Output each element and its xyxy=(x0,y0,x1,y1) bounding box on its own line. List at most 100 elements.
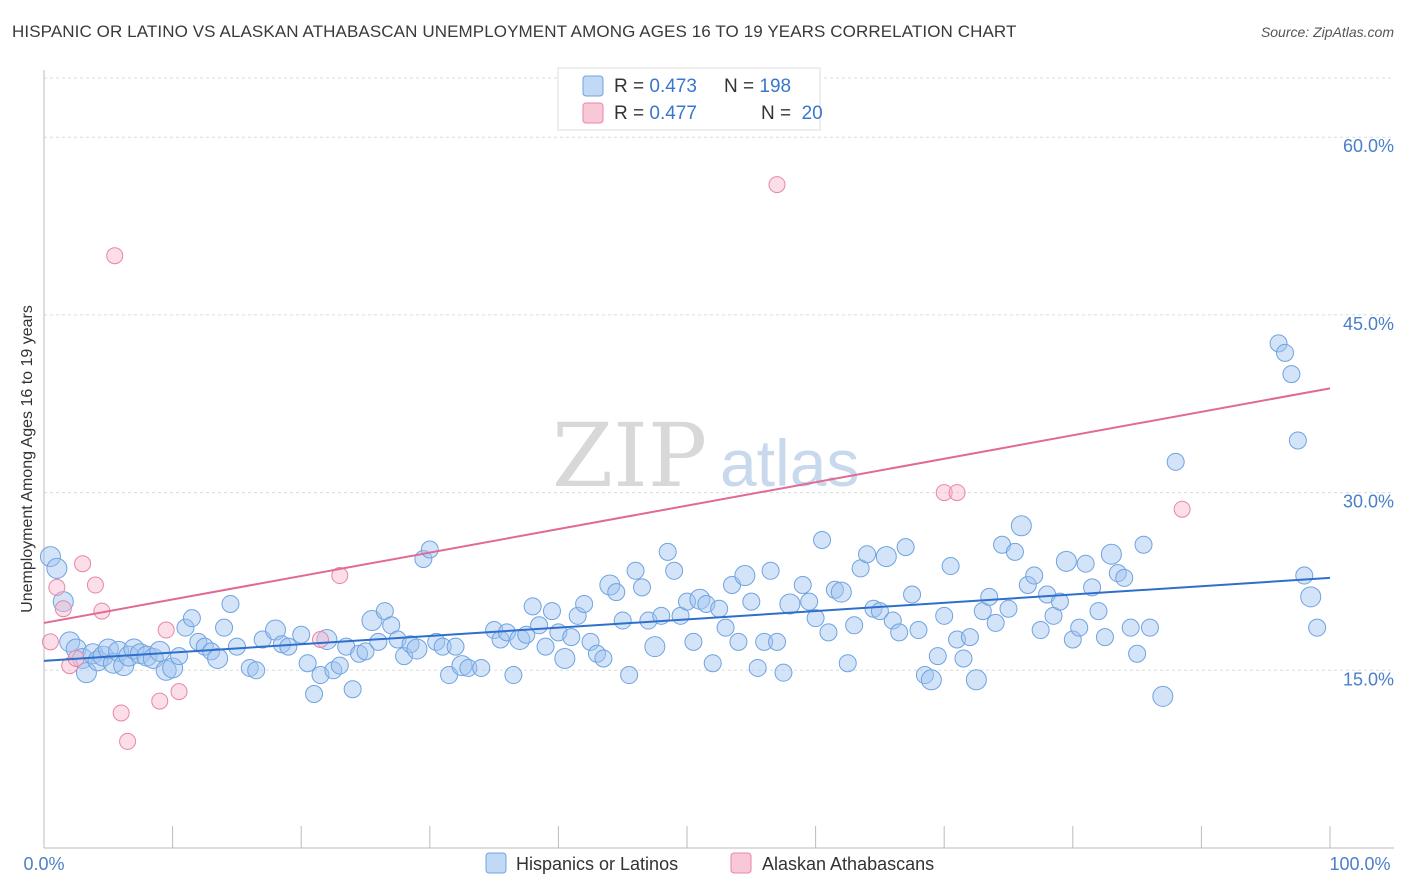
point-hispanics xyxy=(343,680,362,699)
stats-legend-row-blue: R = 0.473 xyxy=(614,76,697,97)
point-hispanics xyxy=(875,546,897,568)
point-hispanics xyxy=(1288,431,1307,450)
point-hispanics xyxy=(644,636,666,658)
point-hispanics xyxy=(734,565,756,587)
point-hispanics xyxy=(356,642,375,661)
point-hispanics xyxy=(806,609,825,628)
point-hispanics xyxy=(710,599,729,618)
y-axis-label: Unemployment Among Ages 16 to 19 years xyxy=(19,305,36,613)
point-athabascans xyxy=(1173,500,1191,518)
point-hispanics xyxy=(459,658,478,677)
point-hispanics xyxy=(451,655,473,677)
point-hispanics xyxy=(1295,566,1314,585)
point-hispanics xyxy=(768,632,787,651)
stats-legend: R = 0.473 N = 198 R = 0.477 N = 20 xyxy=(557,67,849,131)
point-hispanics xyxy=(446,637,465,656)
point-hispanics xyxy=(581,632,600,651)
stats-legend-n-blue: N = 198 xyxy=(724,76,791,97)
point-athabascans xyxy=(768,176,786,194)
point-hispanics xyxy=(1070,618,1089,637)
point-hispanics xyxy=(1100,543,1122,565)
point-hispanics xyxy=(568,606,587,625)
point-hispanics xyxy=(1134,535,1153,554)
point-hispanics xyxy=(1050,592,1069,611)
point-hispanics xyxy=(395,647,414,666)
point-hispanics xyxy=(102,652,124,674)
point-hispanics xyxy=(830,581,852,603)
point-hispanics xyxy=(292,625,311,644)
point-hispanics xyxy=(813,531,832,549)
point-hispanics xyxy=(264,619,286,641)
series-hispanics-points xyxy=(39,334,1327,707)
stats-legend-swatch-blue xyxy=(582,75,604,97)
grid-lines xyxy=(44,77,1394,671)
point-hispanics xyxy=(247,661,266,680)
point-hispanics xyxy=(305,685,324,703)
r-value-pink: 0.477 xyxy=(649,103,697,124)
point-hispanics xyxy=(779,593,801,615)
n-label-pink: N = xyxy=(761,103,796,124)
point-hispanics xyxy=(530,616,549,635)
point-hispanics xyxy=(858,545,877,564)
x-tick-label-min: 0.0% xyxy=(23,854,64,874)
point-hispanics xyxy=(845,616,864,635)
point-hispanics xyxy=(227,637,246,656)
point-hispanics xyxy=(361,610,383,632)
point-hispanics xyxy=(162,657,184,679)
point-hispanics xyxy=(149,640,171,662)
y-tick-label: 45.0% xyxy=(1343,314,1394,334)
point-hispanics xyxy=(613,611,632,630)
point-hispanics xyxy=(433,637,452,656)
axes xyxy=(43,70,1394,849)
point-athabascans xyxy=(331,567,349,585)
point-hispanics xyxy=(1063,630,1082,649)
point-hispanics xyxy=(954,649,973,668)
trend-line-athabascans xyxy=(43,387,1331,624)
source-label: Source: ZipAtlas.com xyxy=(1260,24,1394,40)
point-hispanics xyxy=(170,647,189,666)
point-hispanics xyxy=(620,666,639,685)
point-hispanics xyxy=(1166,452,1185,471)
legend-label-athabascans: Alaskan Athabascans xyxy=(762,854,934,874)
stats-legend-row-pink: R = 0.477 xyxy=(614,103,697,124)
point-hispanics xyxy=(774,663,793,682)
point-hispanics xyxy=(1055,550,1077,572)
n-label-blue: N = xyxy=(724,76,759,97)
point-hispanics xyxy=(632,578,651,597)
point-athabascans xyxy=(157,621,175,639)
point-hispanics xyxy=(684,632,703,651)
point-hispanics xyxy=(607,583,626,602)
point-athabascans xyxy=(41,633,59,651)
point-hispanics xyxy=(703,654,722,673)
r-label-pink: R = xyxy=(614,103,649,124)
point-hispanics xyxy=(1282,365,1301,384)
point-hispanics xyxy=(742,592,761,611)
point-hispanics xyxy=(472,658,491,677)
point-hispanics xyxy=(298,654,317,673)
point-hispanics xyxy=(324,661,343,680)
point-hispanics xyxy=(1095,628,1114,647)
point-hispanics xyxy=(755,632,774,651)
point-athabascans xyxy=(119,732,137,750)
point-athabascans xyxy=(151,692,169,710)
stats-legend-n-pink: N = 20 xyxy=(724,103,849,124)
point-hispanics xyxy=(838,654,857,673)
point-hispanics xyxy=(819,623,838,642)
point-hispanics xyxy=(1128,644,1147,663)
x-tick-label-max: 100.0% xyxy=(1329,854,1390,874)
legend-label-hispanics: Hispanics or Latinos xyxy=(516,854,678,874)
point-hispanics xyxy=(1152,685,1174,707)
point-hispanics xyxy=(1083,578,1102,597)
point-hispanics xyxy=(536,637,555,656)
n-value-pink: 20 xyxy=(796,103,822,124)
point-hispanics xyxy=(1140,618,1159,637)
point-hispanics xyxy=(554,647,576,669)
point-hispanics xyxy=(915,666,934,685)
r-label-blue: R = xyxy=(614,76,649,97)
point-hispanics xyxy=(207,647,229,669)
point-hispanics xyxy=(1121,618,1140,637)
point-athabascans xyxy=(74,555,92,573)
chart-title: HISPANIC OR LATINO VS ALASKAN ATHABASCAN… xyxy=(12,22,1017,41)
point-athabascans xyxy=(86,576,104,594)
point-hispanics xyxy=(1076,554,1095,573)
